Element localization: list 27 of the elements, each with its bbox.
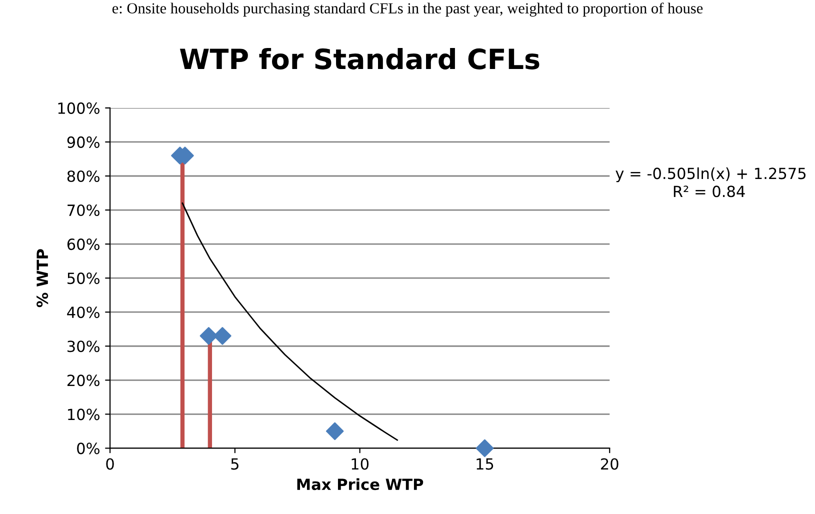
- line-series: [182, 202, 398, 441]
- x-tick-label: 5: [231, 458, 238, 470]
- y-tick-label: 80%: [67, 170, 100, 182]
- point: [214, 327, 232, 345]
- x-tick-label: 10: [352, 458, 369, 470]
- point: [326, 422, 344, 440]
- x-tick-label: 15: [476, 458, 494, 470]
- chart-title: WTP for Standard CFLs: [180, 48, 540, 70]
- x-tick-label: 0: [106, 458, 114, 470]
- y-tick-label: 30%: [68, 340, 100, 352]
- y-tick-label: 100%: [58, 102, 100, 114]
- y-tick-label: 90%: [67, 136, 100, 148]
- y-axis-title: % WTP: [36, 249, 48, 308]
- point: [476, 439, 494, 458]
- x-tick-label: 20: [601, 458, 618, 470]
- point: [200, 327, 218, 345]
- y-tick-label: 70%: [68, 204, 100, 216]
- y-tick-label: 20%: [67, 374, 100, 386]
- y-tick-label: 40%: [67, 306, 100, 318]
- x-axis-title: Max Price WTP: [297, 478, 424, 490]
- y-tick-label: 50%: [68, 272, 100, 284]
- y-tick-label: 0%: [77, 442, 100, 454]
- y-tick-label: 60%: [67, 238, 100, 250]
- text: y = -0.505ln(x) + 1.2575: [616, 167, 806, 182]
- text: R² = 0.84: [674, 186, 745, 198]
- y-tick-label: 10%: [68, 408, 100, 420]
- text: e: Onsite households purchasing standard CFLs in the past year, weighted to proportion of house: [112, 2, 703, 17]
